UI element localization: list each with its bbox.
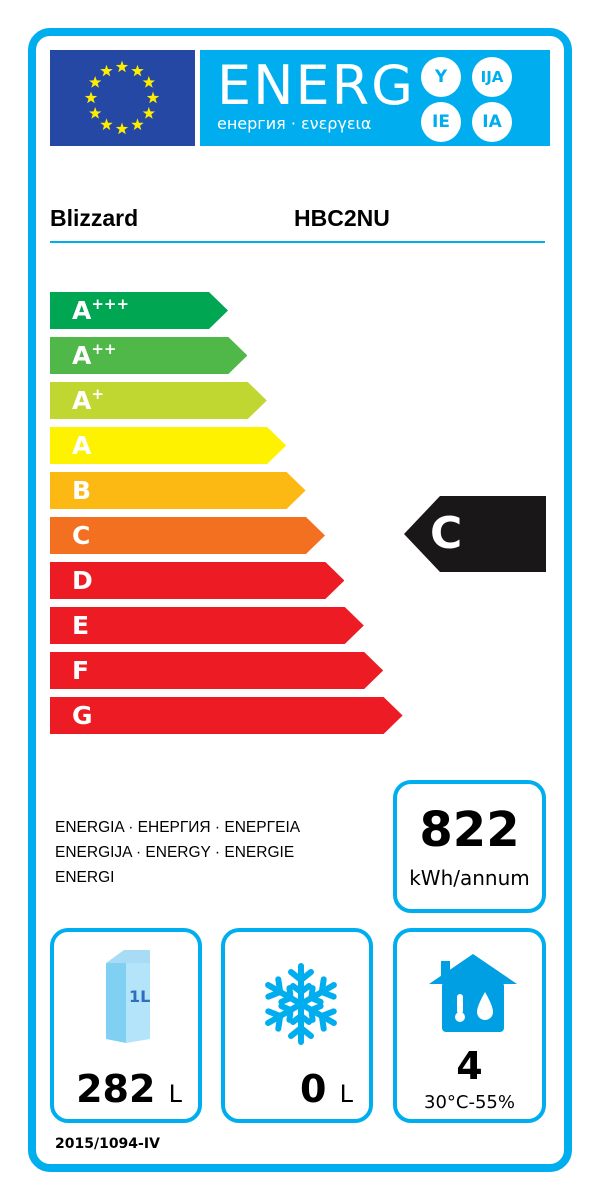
consumption-unit: kWh/annum	[409, 866, 530, 890]
supplier-name: Blizzard	[50, 205, 139, 231]
energy-class-bar: A	[50, 427, 287, 464]
energy-word-line: ENERGIJA · ENERGY · ENERGIE	[55, 844, 295, 861]
star-icon	[100, 118, 113, 131]
class-letter: A	[72, 341, 92, 370]
fresh-volume: 282 L	[76, 1067, 182, 1111]
consumption-value: 822	[419, 802, 520, 858]
consumption-box: 822 kWh/annum	[393, 780, 546, 913]
energy-class-bar: F	[50, 652, 384, 689]
star-icon	[89, 76, 102, 88]
class-letter: D	[72, 566, 93, 595]
suffix-ia: IA	[472, 102, 512, 142]
eu-flag	[50, 50, 195, 146]
energy-class-bar: B	[50, 472, 306, 509]
svg-text:1L: 1L	[129, 987, 150, 1006]
star-icon	[142, 76, 155, 88]
suffix-y: Y	[421, 57, 461, 97]
class-plus: ++	[91, 340, 117, 358]
energy-class-bar: C	[50, 517, 325, 554]
climate-range: 30°C-55%	[424, 1092, 515, 1113]
star-icon	[115, 60, 129, 73]
class-letter: F	[72, 656, 90, 685]
class-letter: E	[72, 611, 90, 640]
star-icon	[146, 91, 160, 104]
energy-words: ENERGIA · ЕНЕРГИЯ · ΕΝΕΡΓΕΙΑ ENERGIJA · …	[55, 815, 300, 890]
fresh-volume-box: 1L 282 L	[50, 928, 202, 1123]
class-letter: B	[72, 476, 92, 505]
star-icon	[89, 107, 102, 119]
class-letter: G	[72, 701, 93, 730]
milk-carton-icon: 1L	[106, 950, 150, 1043]
frozen-unit: L	[339, 1080, 353, 1108]
climate-class-box: 4 30°C-55%	[393, 928, 546, 1123]
climate-class: 4	[456, 1044, 483, 1088]
energy-class-bar: D	[50, 562, 345, 599]
energy-class-bar: A++	[50, 337, 248, 374]
frozen-volume: 0 L	[300, 1067, 353, 1111]
star-icon	[131, 64, 144, 77]
class-letter: A	[72, 386, 92, 415]
star-icon	[84, 91, 98, 104]
suffix-ie: IE	[421, 102, 461, 142]
class-letter: A	[72, 431, 92, 460]
suffix-ija: IJA	[472, 57, 512, 97]
energy-word-line: ENERGIA · ЕНЕРГИЯ · ΕΝΕΡΓΕΙΑ	[55, 819, 301, 836]
class-letter: A	[72, 296, 92, 325]
energy-class-bar: G	[50, 697, 403, 734]
class-letter: C	[72, 521, 91, 550]
frozen-volume-box: 0 L	[221, 928, 373, 1123]
fresh-unit: L	[168, 1080, 182, 1108]
energy-class-bar: E	[50, 607, 364, 644]
class-plus: +	[91, 385, 104, 403]
model-id: HBC2NU	[294, 205, 390, 231]
snowflake-icon	[265, 963, 337, 1045]
regulation-ref: 2015/1094-IV	[55, 1136, 160, 1152]
energy-class-bar: A+	[50, 382, 267, 419]
star-icon	[142, 107, 155, 119]
fresh-value: 282	[76, 1067, 156, 1111]
star-icon	[131, 118, 144, 131]
class-plus: +++	[91, 295, 130, 313]
energy-word-line: ENERGI	[55, 869, 115, 886]
star-icon	[115, 122, 129, 135]
label-frame	[28, 28, 572, 1172]
frozen-value: 0	[299, 1067, 327, 1111]
divider	[50, 241, 545, 243]
house-climate-icon	[429, 954, 517, 1032]
logo-subtitle: енергия · ενεργεια	[217, 114, 372, 133]
energy-class-bar: A+++	[50, 292, 228, 329]
star-icon	[100, 64, 113, 77]
energy-logo: ENERG енергия · ενεργεια Y IJA IE IA	[200, 50, 550, 146]
logo-text: ENERG	[217, 54, 415, 117]
